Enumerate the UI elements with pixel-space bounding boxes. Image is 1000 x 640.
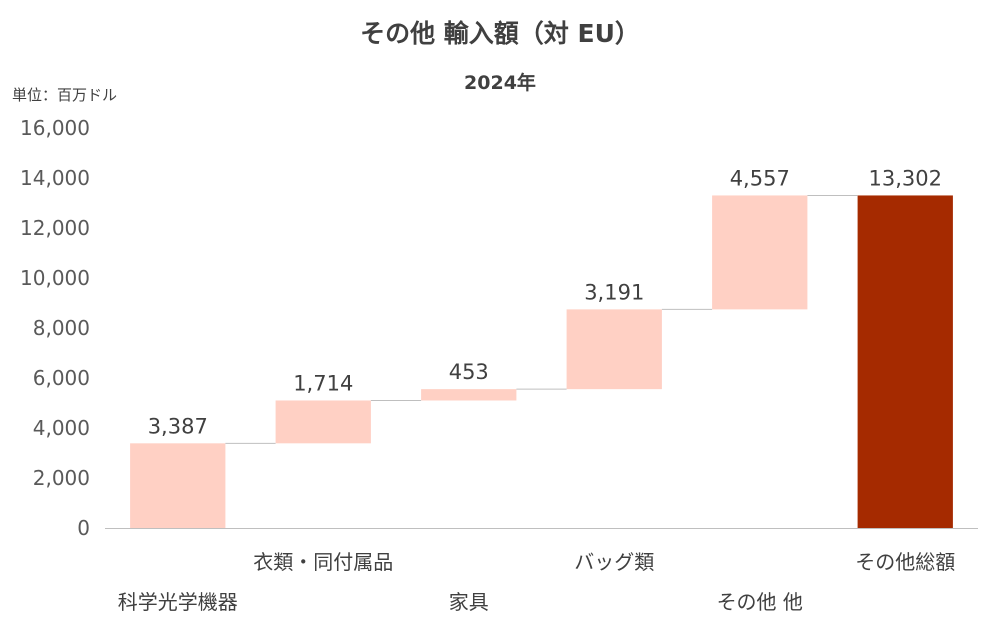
total-bar xyxy=(857,195,953,528)
data-label: 453 xyxy=(449,360,489,384)
increment-bar xyxy=(712,195,808,310)
unit-label: 単位：百万ドル xyxy=(12,86,118,104)
data-label: 3,387 xyxy=(148,414,208,438)
y-tick-label: 4,000 xyxy=(33,416,90,440)
category-label: 衣類・同付属品 xyxy=(253,550,393,574)
category-label: その他総額 xyxy=(855,550,955,574)
data-label: 13,302 xyxy=(869,166,942,190)
y-tick-label: 10,000 xyxy=(20,266,90,290)
data-label: 4,557 xyxy=(730,166,790,190)
category-label: 家具 xyxy=(449,590,489,614)
y-tick-label: 8,000 xyxy=(33,316,90,340)
y-tick-label: 6,000 xyxy=(33,366,90,390)
y-tick-label: 14,000 xyxy=(20,166,90,190)
y-tick-label: 12,000 xyxy=(20,216,90,240)
category-label: その他 他 xyxy=(717,590,803,614)
y-tick-label: 16,000 xyxy=(20,116,90,140)
increment-bar xyxy=(421,389,517,401)
y-tick-label: 2,000 xyxy=(33,466,90,490)
increment-bar xyxy=(275,400,371,444)
data-label: 3,191 xyxy=(584,280,644,304)
category-label: 科学光学機器 xyxy=(118,590,238,614)
chart-title: その他 輸入額（対 EU） xyxy=(360,19,640,48)
y-tick-label: 0 xyxy=(77,516,90,540)
increment-bar xyxy=(130,443,226,528)
category-label: バッグ類 xyxy=(574,550,654,574)
chart-subtitle: 2024年 xyxy=(464,72,536,94)
increment-bar xyxy=(566,309,662,390)
data-label: 1,714 xyxy=(293,371,353,395)
